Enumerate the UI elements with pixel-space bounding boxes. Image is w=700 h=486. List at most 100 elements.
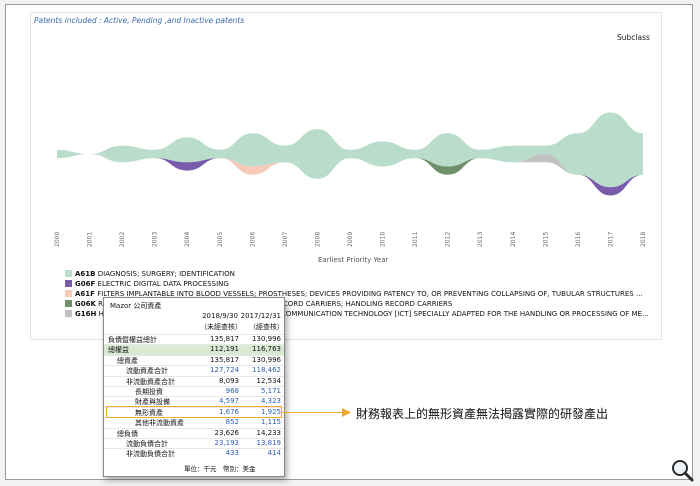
- col2-note: （經查核）: [249, 323, 284, 331]
- x-tick-label: 2004: [184, 232, 191, 247]
- financial-row-value-1: 8,093: [218, 376, 239, 385]
- highlight-connector: [282, 412, 344, 413]
- legend-code: G06F: [75, 280, 96, 288]
- x-tick-label: 2011: [412, 232, 419, 247]
- financial-row-label: 長期投資: [135, 388, 163, 396]
- x-tick-label: 2014: [510, 232, 517, 247]
- stream-series[interactable]: [57, 154, 643, 196]
- financial-row: 流動負債合計 23,193 13,819: [104, 438, 284, 449]
- annotation-text: 財務報表上的無形資產無法揭露實際的研發產出: [356, 407, 609, 421]
- legend-item-g06f[interactable]: G06F ELECTRIC DIGITAL DATA PROCESSING: [65, 280, 649, 290]
- financial-row-value-2: 130,996: [252, 355, 281, 364]
- x-axis-title: Earliest Priority Year: [318, 256, 389, 264]
- legend-code: A61F: [75, 290, 95, 298]
- financial-row: 總資產 135,817 130,996: [104, 354, 284, 366]
- financial-row-label: 總資產: [117, 356, 138, 365]
- financial-title: Mazor 公司資產: [110, 302, 162, 310]
- legend-swatch: [65, 270, 72, 277]
- x-tick-label: 2016: [575, 232, 582, 247]
- legend-swatch: [65, 310, 72, 317]
- financial-row-value-2: 4,323: [260, 397, 281, 406]
- financial-row-value-1: 433: [225, 449, 239, 458]
- x-tick-label: 2003: [152, 232, 159, 247]
- col1-note: （未經查核）: [200, 323, 242, 331]
- financial-row-value-1: 4,597: [218, 397, 239, 406]
- financial-row-label: 其他非流動資產: [135, 419, 184, 428]
- financial-row: 非流動負債合計 433 414: [104, 448, 284, 459]
- financial-row: 無形資產 1,676 1,925: [104, 406, 284, 418]
- financial-row: 總權益 112,191 116,763: [104, 344, 284, 356]
- legend-code: A61B: [75, 270, 96, 278]
- financial-row-label: 負債暨權益總計: [108, 336, 157, 344]
- patents-included-note: Patents included : Active, Pending ,and …: [34, 16, 245, 25]
- financial-row-label: 總負債: [117, 429, 138, 438]
- x-tick-label: 2005: [217, 232, 224, 247]
- legend-swatch: [65, 300, 72, 307]
- legend-text: ELECTRIC DIGITAL DATA PROCESSING: [97, 280, 229, 288]
- arrow-head-icon: [342, 408, 351, 417]
- financial-row-value-2: 12,534: [256, 376, 282, 385]
- x-tick-label: 2000: [54, 232, 61, 247]
- financial-row-value-2: 13,819: [256, 439, 282, 447]
- financial-row-value-1: 23,626: [214, 428, 240, 437]
- col1-date: 2018/9/30: [202, 312, 238, 320]
- financial-row-value-2: 5,171: [260, 387, 281, 395]
- financial-row-value-1: 1,676: [218, 407, 239, 416]
- chart-panel: [30, 12, 662, 340]
- x-tick-label: 2002: [119, 232, 126, 247]
- legend-item-a61b[interactable]: A61B DIAGNOSIS; SURGERY; IDENTIFICATION: [65, 270, 649, 280]
- x-tick-label: 2013: [477, 232, 484, 247]
- financial-row-value-1: 852: [225, 418, 239, 427]
- financial-row-label: 流動資產合計: [126, 367, 168, 376]
- magnifier-icon[interactable]: [669, 458, 695, 482]
- x-tick-label: 2010: [380, 232, 387, 247]
- financial-row-value-1: 127,724: [210, 366, 239, 375]
- financial-row-value-1: 135,817: [210, 335, 239, 343]
- legend-item-a61f[interactable]: A61F FILTERS IMPLANTABLE INTO BLOOD VESS…: [65, 290, 649, 300]
- financial-row-value-2: 130,996: [252, 335, 281, 343]
- legend-text: DIAGNOSIS; SURGERY; IDENTIFICATION: [97, 270, 235, 278]
- legend-text: FILTERS IMPLANTABLE INTO BLOOD VESSELS; …: [97, 290, 643, 298]
- x-tick-label: 2012: [445, 232, 452, 247]
- financial-row-value-2: 118,462: [252, 366, 281, 375]
- legend-swatch: [65, 280, 72, 287]
- legend-text: HEALTHCARE INFORMATICS, I.E. INFORMATION…: [98, 310, 649, 318]
- x-tick-label: 2009: [347, 232, 354, 247]
- financial-row-value-2: 14,233: [256, 428, 282, 437]
- financial-row-label: 非流動負債合計: [126, 450, 175, 459]
- x-tick-label: 2017: [607, 232, 614, 247]
- legend-swatch: [65, 290, 72, 297]
- x-tick-label: 2008: [314, 232, 321, 247]
- financial-row: 負債暨權益總計 135,817 130,996: [104, 334, 284, 345]
- legend-item-g16h[interactable]: G16H HEALTHCARE INFORMATICS, I.E. INFORM…: [65, 310, 649, 320]
- financial-row: 流動資產合計 127,724 118,462: [104, 365, 284, 376]
- financial-row-value-2: 1,925: [260, 407, 281, 416]
- subclass-label[interactable]: Subclass: [617, 33, 650, 42]
- x-tick-label: 2007: [282, 232, 289, 247]
- financial-row-value-1: 112,191: [210, 345, 239, 354]
- financial-row: 其他非流動資產 852 1,115: [104, 417, 284, 428]
- x-tick-label: 2015: [542, 232, 549, 247]
- financial-row: 長期投資 968 5,171: [104, 386, 284, 397]
- financial-row-label: 非流動資產合計: [126, 377, 175, 386]
- financial-row-label: 流動負債合計: [126, 440, 168, 448]
- financial-row-value-1: 968: [225, 387, 239, 395]
- financial-statement-card: Mazor 公司資產 2018/9/30 2017/12/31 （未經查核） （…: [103, 297, 285, 477]
- x-tick-label: 2001: [87, 232, 94, 247]
- intangible-assets-highlight: [106, 406, 282, 418]
- legend-code: G06K: [75, 300, 96, 308]
- financial-row-value-1: 23,193: [214, 439, 240, 447]
- financial-row: 財產與設備 4,597 4,323: [104, 396, 284, 407]
- financial-row-label: 總權益: [108, 346, 129, 355]
- stream-series[interactable]: [57, 112, 643, 188]
- financial-row: 非流動資產合計 8,093 12,534: [104, 375, 284, 387]
- financial-row: 總負債 23,626 14,233: [104, 427, 284, 439]
- x-tick-label: 2006: [249, 232, 256, 247]
- col2-date: 2017/12/31: [240, 312, 281, 320]
- financial-row-value-2: 116,763: [252, 345, 281, 354]
- financial-row-value-2: 1,115: [260, 418, 281, 427]
- financial-row-label: 財產與設備: [135, 398, 170, 407]
- financial-footer: 單位：千元 幣別：美金: [184, 465, 256, 473]
- x-tick-label: 2018: [640, 232, 647, 247]
- stream-series[interactable]: [57, 154, 643, 196]
